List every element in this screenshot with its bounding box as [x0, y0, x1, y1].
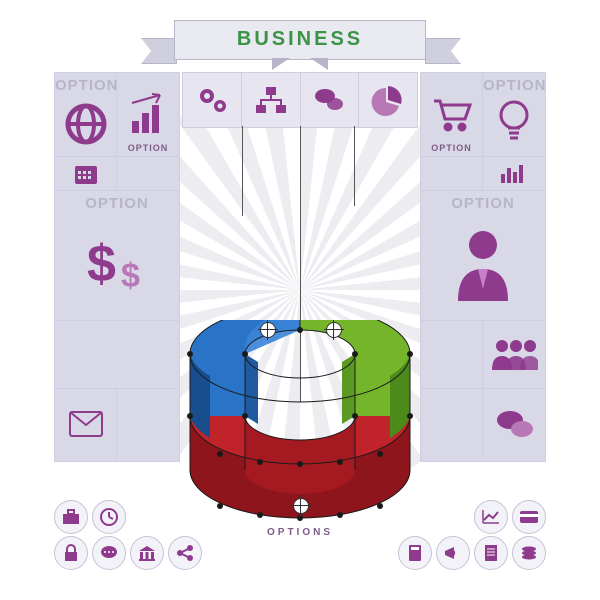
svg-text:$: $: [121, 257, 140, 295]
option-label: OPTION: [55, 195, 179, 212]
title-text: BUSINESS: [237, 28, 363, 50]
leader-line: [354, 126, 355, 206]
megaphone-icon: [436, 536, 470, 570]
doc-icon: [474, 536, 508, 570]
calendar-icon: [74, 163, 98, 185]
left-r1b: OPTION: [117, 73, 179, 157]
right-r2b: [483, 157, 545, 191]
leader-line: [242, 126, 243, 216]
bank-icon: [130, 536, 164, 570]
left-r2b: [117, 157, 179, 191]
calculator-icon: [398, 536, 432, 570]
option-label: OPTION: [421, 195, 545, 212]
left-r1a: OPTION: [55, 73, 117, 157]
reticle-blue: [260, 322, 276, 338]
clock-icon: [92, 500, 126, 534]
strip-cell-speech: [301, 73, 360, 127]
left-r5a: [55, 389, 117, 459]
option-label: OPTION: [55, 77, 116, 94]
svg-text:$: $: [87, 235, 116, 293]
bulb-icon: [494, 97, 534, 147]
left-r2a: [55, 157, 117, 191]
chat-dots-icon: [92, 536, 126, 570]
strip-cell-gears: [183, 73, 242, 127]
share-icon: [168, 536, 202, 570]
people-icon: [490, 336, 538, 374]
mail-icon: [69, 411, 103, 437]
right-r3: OPTION: [421, 191, 545, 321]
briefcase-icon: [54, 500, 88, 534]
coins-icon: [512, 536, 546, 570]
right-r4b: [483, 321, 545, 389]
bottom-icon-row: OPTIONS: [54, 500, 546, 570]
chat-icon: [494, 407, 534, 441]
strip-cell-org: [242, 73, 301, 127]
reticle-green: [326, 322, 342, 338]
right-r2a: [421, 157, 483, 191]
option-small-label: OPTION: [117, 143, 179, 153]
cart-icon: [430, 95, 474, 135]
right-r1a: OPTION: [421, 73, 483, 157]
dollar-icon: $$: [77, 229, 157, 299]
infographic-canvas: BUSINESS OPTION OPTION: [54, 20, 546, 580]
barchart-icon: [126, 93, 170, 137]
pie-icon: [370, 82, 406, 118]
left-r3: OPTION $$: [55, 191, 179, 321]
lock-icon: [54, 536, 88, 570]
ribbon-fold-right: [310, 58, 328, 70]
center-icon-strip: [182, 72, 418, 128]
org-icon: [253, 82, 289, 118]
speech-icon: [311, 82, 347, 118]
gears-icon: [194, 82, 230, 118]
option-small-label: OPTION: [421, 143, 482, 153]
card-icon: [512, 500, 546, 534]
linechart-icon: [474, 500, 508, 534]
globe-icon: [64, 102, 108, 146]
options-label: OPTIONS: [267, 527, 333, 538]
right-r1b: OPTION: [483, 73, 545, 157]
person-icon: [450, 225, 516, 305]
strip-cell-pie: [359, 73, 417, 127]
title-banner: BUSINESS: [174, 20, 426, 60]
ribbon-right: [425, 38, 461, 64]
ribbon-left: [141, 38, 177, 64]
right-r5b: [483, 389, 545, 459]
equalizer-icon: [500, 164, 528, 184]
ribbon-fold-left: [272, 58, 290, 70]
option-label: OPTION: [483, 77, 545, 94]
